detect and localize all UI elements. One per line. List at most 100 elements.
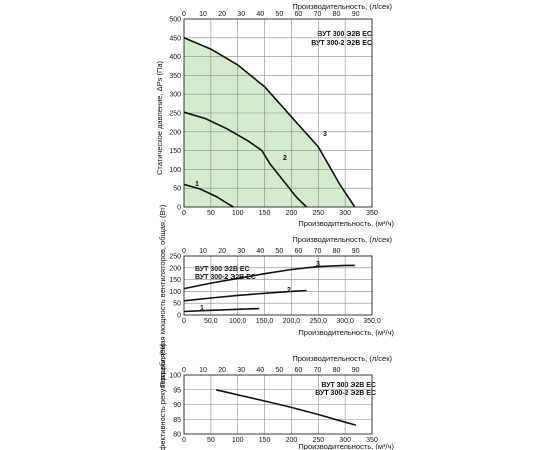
y-tick-label: 85 — [173, 417, 181, 424]
chart-2-ylabel: Потребляемая мощность вентиляторов, обща… — [158, 204, 167, 387]
chart-2-series-2-label: 2 — [287, 287, 291, 294]
chart-2-series-2-line — [183, 289, 307, 302]
x-tick-label: 200 — [286, 210, 298, 217]
x-tick-label: 50 — [207, 210, 215, 217]
y-tick-label: 95 — [173, 387, 181, 394]
x-tick-label: 100 — [232, 437, 244, 444]
top-tick-label: 0 — [182, 248, 186, 255]
top-tick-label: 50 — [275, 248, 283, 255]
top-tick-label: 10 — [199, 11, 207, 18]
x-tick-label: 250 — [312, 210, 324, 217]
chart-2-series-3-label: 3 — [316, 261, 320, 268]
y-tick-label: 250 — [169, 111, 181, 118]
x-tick-label: 250 — [312, 437, 324, 444]
x-tick-label: 100,0 — [229, 318, 247, 325]
chart-1-series-1-label: 1 — [195, 181, 199, 188]
chart-3-series-1-line — [216, 389, 357, 426]
chart-2-frame — [183, 255, 373, 316]
top-tick-label: 60 — [295, 11, 303, 18]
x-tick-label: 100 — [232, 210, 244, 217]
top-tick-label: 60 — [295, 248, 303, 255]
x-tick-label: 50,0 — [204, 318, 218, 325]
y-tick-label: 150 — [169, 148, 181, 155]
chart-1-shaded-area — [184, 37, 355, 207]
chart-1-series-2-label: 2 — [283, 155, 287, 162]
x-tick-label: 50 — [207, 437, 215, 444]
y-tick-label: 50 — [173, 186, 181, 193]
y-tick-label: 200 — [169, 129, 181, 136]
top-tick-label: 50 — [275, 11, 283, 18]
x-tick-label: 350,0 — [363, 318, 381, 325]
y-tick-label: 150 — [169, 277, 181, 284]
x-tick-label: 350 — [366, 210, 378, 217]
y-tick-label: 90 — [173, 402, 181, 409]
top-tick-label: 0 — [182, 367, 186, 374]
top-tick-label: 80 — [333, 367, 341, 374]
x-tick-label: 150 — [259, 437, 271, 444]
top-tick-label: 90 — [352, 367, 360, 374]
x-tick-label: 300,0 — [336, 318, 354, 325]
chart-2-series-1-label: 1 — [200, 305, 204, 312]
chart-1: Производительность, (л/сек) Статическое … — [155, 2, 394, 228]
chart-1-series-3-line — [183, 37, 356, 208]
chart-1-xlabel: Производительность, (м³/ч) — [298, 219, 394, 228]
y-tick-label: 200 — [169, 265, 181, 272]
chart-1-legend-1: ВУТ 300 Э2В ЕС — [317, 31, 372, 38]
y-tick-label: 0 — [177, 313, 181, 320]
chart-1-series-1-line — [183, 183, 234, 208]
x-tick-label: 350 — [366, 437, 378, 444]
y-tick-label: 100 — [169, 373, 181, 380]
chart-2-series-1-line — [183, 307, 260, 313]
chart-2-top-axis-label: Производительность, (л/сек) — [292, 235, 392, 244]
chart-3-ylabel: Эффективность рекуперации, (%) — [158, 343, 167, 450]
top-tick-label: 70 — [314, 367, 322, 374]
top-tick-label: 90 — [352, 248, 360, 255]
x-tick-label: 250,0 — [310, 318, 328, 325]
y-tick-label: 80 — [173, 432, 181, 439]
top-tick-label: 40 — [256, 11, 264, 18]
x-tick-label: 0 — [182, 318, 186, 325]
y-tick-label: 250 — [169, 254, 181, 261]
top-tick-label: 60 — [295, 367, 303, 374]
x-tick-label: 300 — [339, 437, 351, 444]
chart-1-ylabel: Статическое давление, ΔPs (Па) — [155, 60, 164, 175]
chart-2-series-3-line — [183, 264, 355, 290]
chart-1-series-2-line — [183, 111, 308, 208]
x-tick-label: 0 — [182, 437, 186, 444]
chart-2-legend-2: ВУТ 300-2 Э2В ЕС — [195, 274, 256, 281]
top-tick-label: 20 — [218, 367, 226, 374]
top-tick-label: 50 — [275, 367, 283, 374]
y-tick-label: 300 — [169, 92, 181, 99]
top-tick-label: 30 — [237, 367, 245, 374]
chart-2-legend-1: ВУТ 300 Э2В ЕС — [195, 266, 250, 273]
chart-3-frame — [183, 374, 373, 435]
top-tick-label: 70 — [314, 11, 322, 18]
y-tick-label: 50 — [173, 301, 181, 308]
x-tick-label: 0 — [182, 210, 186, 217]
chart-3: Производительность, (л/сек) Эффективност… — [158, 343, 394, 450]
chart-3-top-axis-label: Производительность, (л/сек) — [292, 354, 392, 363]
chart-3-legend-2: ВУТ 300-2 Э2В ЕС — [315, 390, 376, 397]
top-tick-label: 30 — [237, 11, 245, 18]
y-tick-label: 100 — [169, 167, 181, 174]
chart-2-xlabel: Производительность, (м³/ч) — [298, 328, 394, 337]
top-tick-label: 80 — [333, 248, 341, 255]
top-tick-label: 40 — [256, 367, 264, 374]
chart-1-top-axis-label: Производительность, (л/сек) — [292, 2, 392, 11]
chart-1-legend-2: ВУТ 300-2 Э2В ЕС — [311, 40, 372, 47]
top-tick-label: 20 — [218, 248, 226, 255]
chart-3-legend-1: ВУТ 300 Э2В ЕС — [321, 382, 376, 389]
y-tick-label: 100 — [169, 289, 181, 296]
top-tick-label: 90 — [352, 11, 360, 18]
top-tick-label: 10 — [199, 248, 207, 255]
y-tick-label: 400 — [169, 54, 181, 61]
top-tick-label: 30 — [237, 248, 245, 255]
x-tick-label: 150 — [259, 210, 271, 217]
x-tick-label: 150,0 — [256, 318, 274, 325]
y-tick-label: 350 — [169, 73, 181, 80]
y-tick-label: 500 — [169, 17, 181, 24]
top-tick-label: 70 — [314, 248, 322, 255]
chart-3-xlabel: Производительность, (м³/ч) — [298, 442, 394, 450]
top-tick-label: 0 — [182, 11, 186, 18]
x-tick-label: 300 — [339, 210, 351, 217]
